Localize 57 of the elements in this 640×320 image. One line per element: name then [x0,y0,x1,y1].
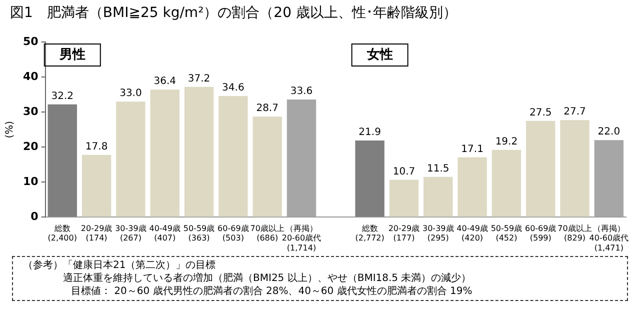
y-tick-label: 30 [22,104,39,118]
bar [424,176,453,217]
bar [218,96,248,217]
data-label: 27.5 [529,107,552,118]
data-label: 17.8 [85,141,108,152]
x-tick-label: 60-69歳 (503) [218,224,249,243]
data-label: 36.4 [154,76,176,88]
text: 適正体重を維持している者の増加（肥満（BMI25 以上）、やせ（BMI18.5 未満）の減少） [62,272,472,285]
data-label: 33.6 [290,86,313,98]
bar [389,180,419,217]
y-axis-title: (%) [4,120,16,138]
bar [82,154,112,217]
x-tick-label: 20-29歳 (174) [80,224,112,243]
data-label: 33.0 [120,88,142,100]
y-tick-label: 10 [22,175,39,188]
data-label: 11.5 [426,164,450,174]
x-tick-label: 40-49歳 (420) [456,224,488,243]
x-tick-label: 30-39歳 (267) [115,224,146,243]
bar [48,104,77,217]
x-tick-label: 60-69歳 (599) [524,224,556,243]
annotation: 男性 [58,47,86,62]
data-label: 17.1 [461,144,484,155]
annotation: 女性 [366,47,393,62]
bar [286,99,316,217]
text: （参考）「健康日本21（第二次）」の目標 [23,259,217,272]
y-tick-label: 0 [30,210,39,224]
x-tick-label: 50-59歳 (452) [490,224,522,243]
bar [252,116,282,217]
data-label: 27.7 [564,106,586,118]
bar [594,140,624,217]
text: 目標値： 20～60 歳代男性の肥満者の割合 28%、40～60 歳代女性の肥満者の割合 19% [70,285,474,298]
chart-title: 図1 肥満者（BMI≧25 kg/m²）の割合（20 歳以上、性･年齢階級別） [9,4,458,23]
x-tick-label: 総数 (2,400) [48,224,77,243]
bar [116,102,146,217]
x-tick-label: 40-49歳 (407) [149,224,180,243]
data-label: 28.7 [256,103,278,114]
data-label: 19.2 [495,136,518,148]
x-tick-label: 30-39歳 (295) [422,224,454,243]
x-tick-label: 50-59歳 (363) [183,224,215,243]
data-label: 32.2 [51,90,74,102]
y-tick-label: 50 [22,34,39,48]
bar [150,90,180,217]
data-label: 22.0 [598,126,620,138]
data-label: 34.6 [222,82,244,94]
y-tick-label: 20 [22,140,39,153]
bar [526,120,556,217]
data-label: 37.2 [188,73,210,84]
bar [355,140,384,217]
bar [184,86,214,217]
bar [560,120,590,217]
data-label: 10.7 [392,166,416,178]
x-tick-label: 20-29歳 (177) [388,224,420,243]
bar [458,157,487,217]
bar [492,150,522,217]
x-tick-label: 総数 (2,772) [355,224,384,243]
data-label: 21.9 [358,127,381,138]
y-tick-label: 40 [22,70,39,83]
